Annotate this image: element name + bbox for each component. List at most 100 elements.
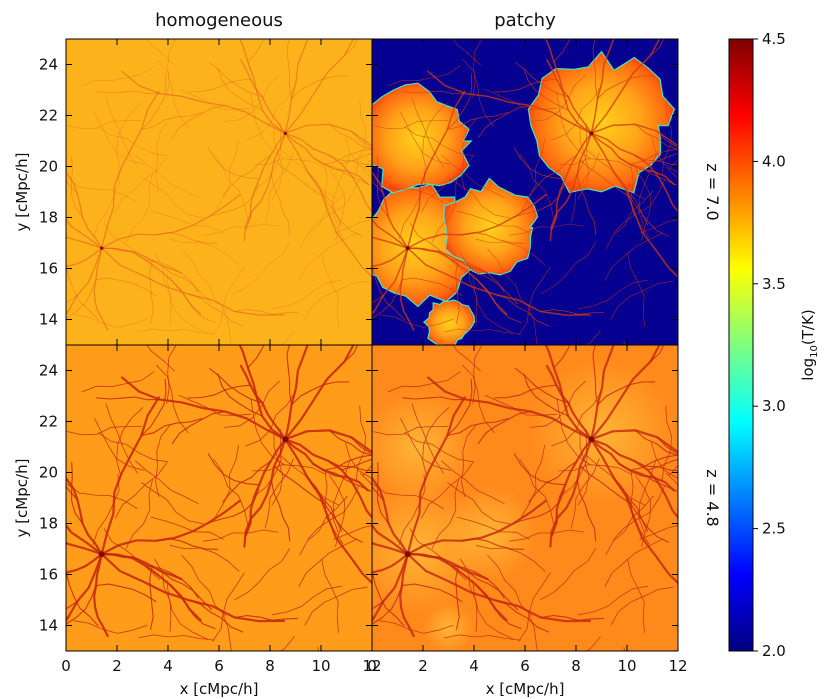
filament bbox=[451, 259, 505, 293]
filaments-layer bbox=[372, 39, 678, 345]
filament bbox=[484, 89, 558, 110]
filament bbox=[327, 460, 372, 472]
y-tick-label: 18 bbox=[39, 209, 58, 227]
y-tick-label: 24 bbox=[39, 362, 58, 380]
filament bbox=[101, 90, 160, 249]
filament bbox=[250, 398, 285, 465]
filament bbox=[387, 371, 461, 393]
filament bbox=[528, 613, 538, 651]
filament bbox=[372, 171, 409, 249]
filament bbox=[570, 458, 600, 529]
filament bbox=[208, 183, 259, 217]
filament bbox=[540, 548, 597, 600]
filament bbox=[284, 132, 372, 278]
axis-tick-labels: 0 2 4 6 8 10 120 2 4 6 8 10 121416182022241416182022… bbox=[39, 56, 688, 676]
filament bbox=[250, 93, 285, 159]
filament bbox=[125, 479, 153, 549]
filament bbox=[579, 159, 632, 199]
filament bbox=[73, 620, 148, 634]
filament bbox=[212, 572, 245, 642]
filament bbox=[332, 459, 351, 533]
filament bbox=[188, 78, 251, 93]
x-tick-label: 6 bbox=[520, 657, 530, 675]
filament bbox=[171, 411, 226, 445]
filament bbox=[329, 124, 372, 150]
row-label-z7: z = 7.0 bbox=[703, 163, 722, 220]
filament bbox=[656, 130, 678, 148]
filament bbox=[629, 454, 678, 471]
filament bbox=[141, 112, 203, 130]
filament bbox=[372, 179, 384, 195]
filament bbox=[372, 177, 444, 203]
filament bbox=[66, 426, 143, 436]
filament bbox=[409, 222, 467, 274]
filament bbox=[577, 126, 590, 200]
filament bbox=[203, 529, 279, 542]
filament bbox=[207, 147, 260, 180]
filament bbox=[406, 396, 466, 556]
filament bbox=[613, 179, 666, 234]
filament bbox=[343, 345, 359, 363]
filament bbox=[523, 373, 569, 417]
x-axis-label-left: x [cMpc/h] bbox=[180, 680, 259, 698]
colorbar-label-sub: 10 bbox=[809, 345, 820, 358]
filament bbox=[67, 120, 143, 130]
filament bbox=[329, 474, 346, 547]
halo bbox=[283, 131, 287, 136]
filament bbox=[411, 97, 444, 168]
filament bbox=[630, 165, 650, 238]
filament bbox=[613, 477, 649, 532]
colorbar-tick-label: 3.5 bbox=[762, 275, 786, 293]
filament bbox=[103, 222, 161, 274]
x-axis-label-right: x [cMpc/h] bbox=[486, 680, 565, 698]
filament bbox=[666, 472, 678, 486]
colorbar-label-base: log bbox=[799, 358, 817, 381]
filament bbox=[355, 405, 367, 481]
filament bbox=[586, 455, 645, 506]
filament bbox=[379, 314, 454, 328]
filament bbox=[222, 460, 272, 503]
filament bbox=[556, 398, 591, 465]
filament bbox=[627, 559, 645, 633]
filament bbox=[455, 260, 460, 324]
filament bbox=[98, 126, 168, 157]
filament bbox=[553, 39, 570, 63]
filament bbox=[518, 572, 551, 642]
colorbar bbox=[728, 38, 754, 652]
filament bbox=[212, 266, 245, 336]
filament bbox=[284, 438, 372, 585]
filament bbox=[411, 403, 444, 474]
y-tick-label: 14 bbox=[39, 617, 58, 635]
filament bbox=[467, 571, 519, 611]
filament bbox=[650, 39, 665, 57]
column-title-patchy: patchy bbox=[494, 10, 556, 31]
filament bbox=[402, 396, 467, 401]
filament bbox=[323, 454, 372, 471]
filament bbox=[66, 541, 103, 556]
heated-region bbox=[372, 390, 474, 504]
filament bbox=[215, 139, 239, 211]
filament bbox=[472, 39, 483, 98]
colorbar-tick-labels: 2.0 2.5 3.0 3.5 4.0 4.5 bbox=[762, 30, 786, 660]
colorbar-tick-label: 4.0 bbox=[762, 152, 786, 170]
filament bbox=[452, 345, 481, 372]
filament bbox=[222, 154, 272, 197]
filament bbox=[528, 460, 578, 503]
filament bbox=[513, 453, 566, 486]
filament bbox=[66, 310, 69, 312]
filament bbox=[81, 65, 155, 87]
filament bbox=[215, 445, 239, 517]
y-tick-label: 22 bbox=[39, 413, 58, 431]
filament bbox=[223, 380, 280, 428]
panel-homogeneous-z4.8 bbox=[66, 345, 372, 651]
filament bbox=[92, 168, 120, 240]
filament bbox=[570, 152, 600, 223]
filament bbox=[372, 483, 444, 509]
filament bbox=[115, 462, 168, 519]
filament bbox=[590, 429, 678, 453]
filament bbox=[271, 174, 291, 236]
filament bbox=[169, 584, 216, 630]
filament bbox=[610, 586, 674, 626]
filament bbox=[451, 565, 505, 599]
filament bbox=[456, 210, 530, 234]
